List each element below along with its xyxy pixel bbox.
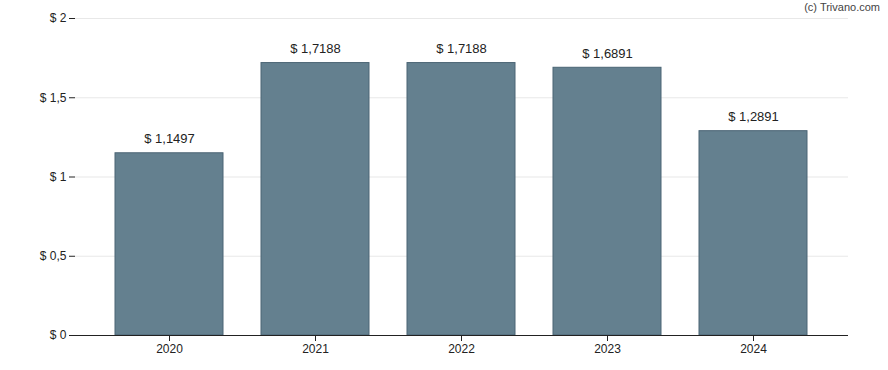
svg-text:$ 1,7188: $ 1,7188 [290, 41, 341, 56]
svg-text:$ 2: $ 2 [50, 11, 67, 25]
svg-text:2024: 2024 [740, 342, 767, 356]
svg-text:$ 1,6891: $ 1,6891 [582, 46, 633, 61]
svg-text:2023: 2023 [594, 342, 621, 356]
svg-text:2020: 2020 [156, 342, 183, 356]
svg-text:$ 1,1497: $ 1,1497 [144, 131, 195, 146]
svg-text:2021: 2021 [302, 342, 329, 356]
svg-text:$ 1,7188: $ 1,7188 [436, 41, 487, 56]
svg-text:$ 0: $ 0 [50, 328, 67, 342]
svg-text:$ 0,5: $ 0,5 [40, 249, 67, 263]
html-text:(c) Trivano.com: (c) Trivano.com [804, 1, 880, 13]
svg-text:$ 1,2891: $ 1,2891 [728, 109, 779, 124]
svg-text:$ 1,5: $ 1,5 [40, 91, 67, 105]
svg-text:2022: 2022 [448, 342, 475, 356]
svg-text:$ 1: $ 1 [50, 170, 67, 184]
